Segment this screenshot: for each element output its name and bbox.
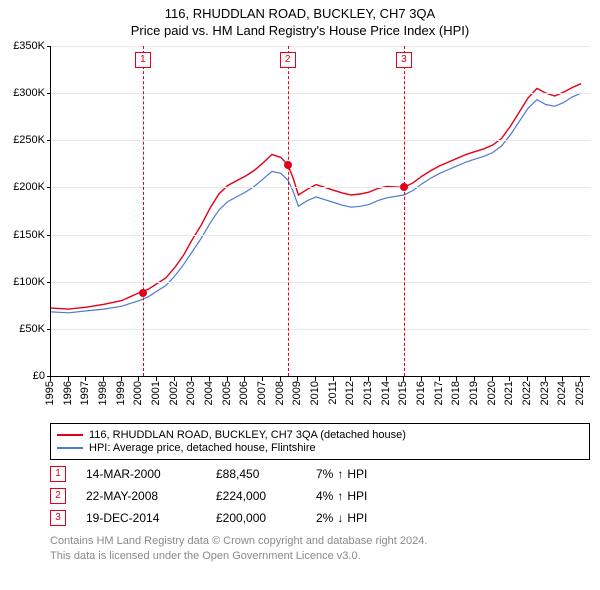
legend-label: 116, RHUDDLAN ROAD, BUCKLEY, CH7 3QA (de… — [89, 429, 406, 441]
sale-price: £224,000 — [216, 489, 296, 503]
plot-area: £0£50K£100K£150K£200K£250K£300K£350K 123 — [50, 46, 590, 377]
x-tick-label: 2015 — [397, 381, 409, 405]
x-tick-label: 2021 — [503, 381, 515, 405]
y-tick-label: £50K — [19, 323, 45, 335]
x-tick-label: 2014 — [380, 381, 392, 405]
sale-vs-hpi: 4%↑HPI — [316, 489, 367, 503]
sale-row: 1 14-MAR-2000 £88,450 7%↑HPI — [50, 466, 590, 482]
x-tick-label: 2009 — [291, 381, 303, 405]
y-tick-label: £200K — [13, 181, 45, 193]
x-tick-label: 1996 — [62, 381, 74, 405]
x-tick-label: 1998 — [97, 381, 109, 405]
footer-attribution: Contains HM Land Registry data © Crown c… — [50, 534, 590, 564]
x-tick-label: 2005 — [221, 381, 233, 405]
x-tick-label: 1999 — [115, 381, 127, 405]
legend-label: HPI: Average price, detached house, Flin… — [89, 442, 316, 454]
x-tick-label: 2018 — [450, 381, 462, 405]
arrow-up-icon: ↑ — [337, 489, 343, 503]
x-tick-label: 2016 — [415, 381, 427, 405]
legend-swatch — [57, 434, 83, 436]
sale-date: 14-MAR-2000 — [86, 467, 196, 481]
x-tick-label: 2002 — [168, 381, 180, 405]
sale-number-box: 3 — [50, 510, 66, 526]
x-tick-label: 2003 — [185, 381, 197, 405]
series-line — [51, 93, 581, 313]
arrow-up-icon: ↑ — [337, 467, 343, 481]
sale-marker-box: 2 — [280, 52, 296, 68]
sale-marker-point — [284, 161, 292, 169]
x-tick-label: 2000 — [132, 381, 144, 405]
x-tick-label: 2004 — [203, 381, 215, 405]
y-tick-label: £150K — [13, 229, 45, 241]
sale-marker-line — [404, 46, 405, 376]
x-tick-label: 2025 — [574, 381, 586, 405]
sale-row: 3 19-DEC-2014 £200,000 2%↓HPI — [50, 510, 590, 526]
x-tick-label: 2006 — [238, 381, 250, 405]
sales-table: 1 14-MAR-2000 £88,450 7%↑HPI 2 22-MAY-2008 £22… — [50, 466, 590, 526]
x-tick-label: 2019 — [468, 381, 480, 405]
sale-vs-hpi: 7%↑HPI — [316, 467, 367, 481]
x-tick-label: 1997 — [79, 381, 91, 405]
legend-item: HPI: Average price, detached house, Flin… — [57, 442, 583, 454]
footer-line-1: Contains HM Land Registry data © Crown c… — [50, 534, 590, 549]
sale-marker-line — [143, 46, 144, 376]
sale-vs-hpi: 2%↓HPI — [316, 511, 367, 525]
footer-line-2: This data is licensed under the Open Gov… — [50, 549, 590, 564]
sale-marker-box: 3 — [396, 52, 412, 68]
x-tick-label: 2013 — [362, 381, 374, 405]
chart-titles: 116, RHUDDLAN ROAD, BUCKLEY, CH7 3QA Pri… — [0, 0, 600, 40]
x-tick-label: 2022 — [521, 381, 533, 405]
y-tick-label: £250K — [13, 134, 45, 146]
sale-row: 2 22-MAY-2008 £224,000 4%↑HPI — [50, 488, 590, 504]
sale-number-box: 1 — [50, 466, 66, 482]
x-tick-label: 1995 — [44, 381, 56, 405]
arrow-down-icon: ↓ — [337, 511, 343, 525]
y-tick-label: £100K — [13, 276, 45, 288]
sale-date: 19-DEC-2014 — [86, 511, 196, 525]
x-tick-label: 2001 — [150, 381, 162, 405]
x-tick-label: 2011 — [327, 381, 339, 405]
x-tick-label: 2007 — [256, 381, 268, 405]
x-tick-label: 2023 — [539, 381, 551, 405]
legend: 116, RHUDDLAN ROAD, BUCKLEY, CH7 3QA (de… — [50, 423, 590, 460]
sale-marker-point — [139, 289, 147, 297]
sale-price: £200,000 — [216, 511, 296, 525]
sale-date: 22-MAY-2008 — [86, 489, 196, 503]
sale-marker-line — [288, 46, 289, 376]
x-tick-label: 2012 — [344, 381, 356, 405]
sale-number-box: 2 — [50, 488, 66, 504]
chart-svg — [51, 46, 590, 376]
y-tick-label: £300K — [13, 87, 45, 99]
y-axis-labels: £0£50K£100K£150K£200K£250K£300K£350K — [1, 46, 47, 376]
x-tick-label: 2017 — [433, 381, 445, 405]
chart-subtitle: Price paid vs. HM Land Registry's House … — [8, 23, 592, 38]
x-tick-label: 2008 — [274, 381, 286, 405]
sale-marker-box: 1 — [135, 52, 151, 68]
sale-price: £88,450 — [216, 467, 296, 481]
legend-item: 116, RHUDDLAN ROAD, BUCKLEY, CH7 3QA (de… — [57, 429, 583, 441]
x-axis-labels: 1995199619971998199920002001200220032004… — [50, 377, 590, 417]
chart-title: 116, RHUDDLAN ROAD, BUCKLEY, CH7 3QA — [8, 6, 592, 21]
x-tick-label: 2010 — [309, 381, 321, 405]
x-tick-label: 2024 — [556, 381, 568, 405]
legend-swatch — [57, 447, 83, 449]
y-tick-label: £350K — [13, 40, 45, 52]
sale-marker-point — [400, 183, 408, 191]
chart-container: { "title": "116, RHUDDLAN ROAD, BUCKLEY,… — [0, 0, 600, 564]
x-tick-label: 2020 — [486, 381, 498, 405]
